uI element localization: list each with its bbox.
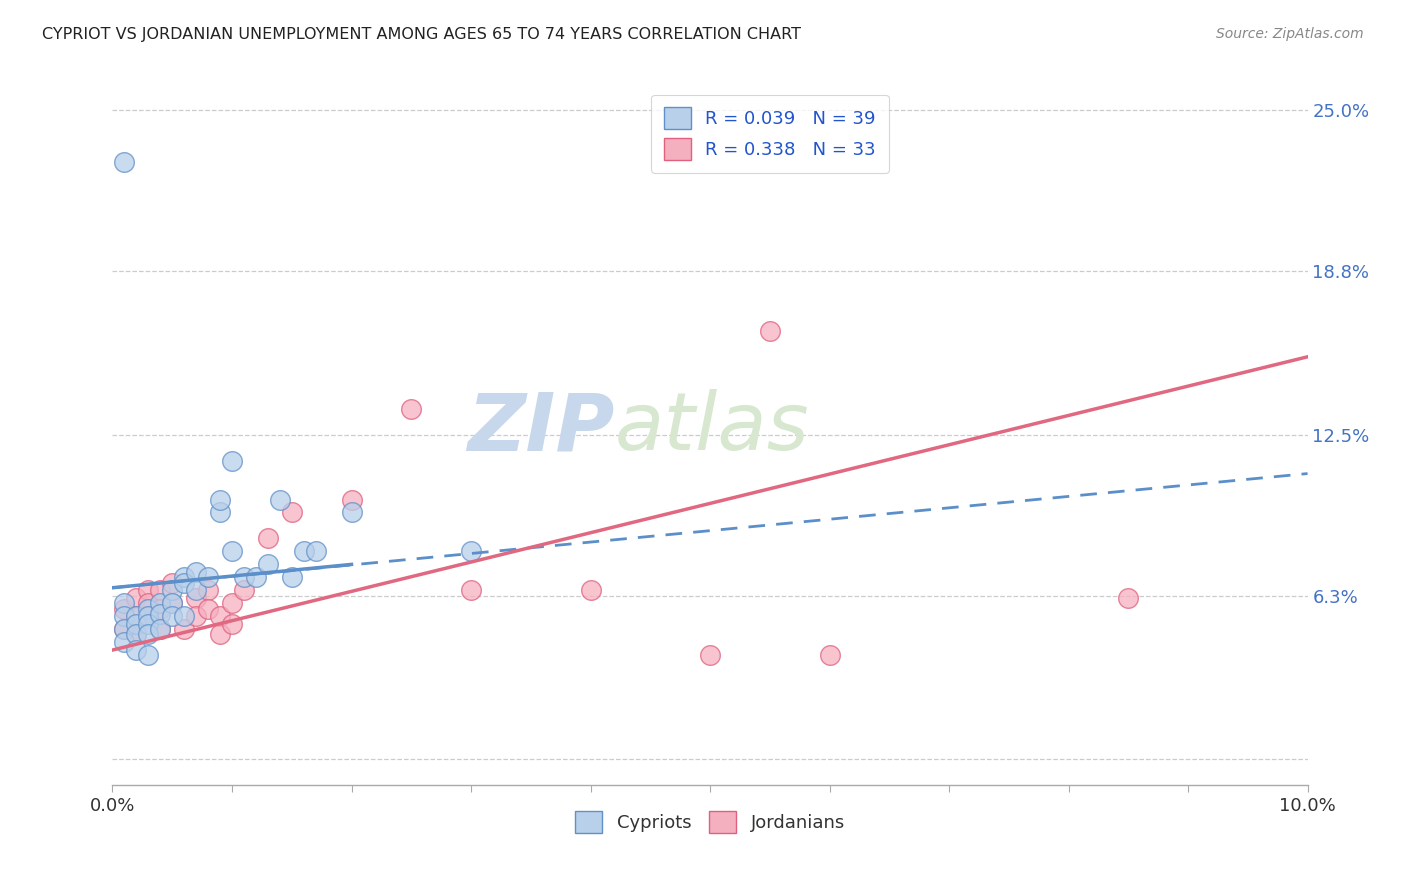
Point [209,506,232,520]
Point [138,627,160,641]
Point [125,609,148,624]
Point [269,492,291,507]
Point [173,622,195,636]
Point [162,575,183,590]
Point [221,617,243,632]
Point [186,609,208,624]
Point [125,627,148,641]
Point [125,617,148,632]
Point [186,565,208,579]
Point [149,607,172,621]
Point [114,609,135,624]
Point [138,583,160,598]
Point [114,635,135,649]
Point [340,492,363,507]
Point [460,544,482,558]
Point [162,596,183,610]
Point [125,643,148,657]
Point [138,601,160,615]
Point [138,617,160,632]
Point [209,627,232,641]
Point [221,596,243,610]
Point [1118,591,1140,606]
Point [186,591,208,606]
Point [401,401,423,416]
Point [149,596,172,610]
Point [818,648,841,663]
Point [114,622,135,636]
Text: CYPRIOT VS JORDANIAN UNEMPLOYMENT AMONG AGES 65 TO 74 YEARS CORRELATION CHART: CYPRIOT VS JORDANIAN UNEMPLOYMENT AMONG … [42,27,801,42]
Point [114,596,135,610]
Point [125,627,148,641]
Point [149,583,172,598]
Point [162,583,183,598]
Text: Source: ZipAtlas.com: Source: ZipAtlas.com [1216,27,1364,41]
Point [292,544,315,558]
Point [197,601,219,615]
Point [305,544,328,558]
Point [257,532,280,546]
Point [114,155,135,169]
Point [759,324,782,338]
Point [281,570,304,584]
Text: ZIP: ZIP [467,389,614,467]
Point [138,596,160,610]
Point [173,609,195,624]
Point [138,648,160,663]
Point [340,506,363,520]
Point [162,609,183,624]
Point [114,622,135,636]
Point [114,601,135,615]
Point [149,622,172,636]
Point [579,583,602,598]
Point [699,648,721,663]
Point [233,570,256,584]
Point [173,570,195,584]
Point [221,453,243,467]
Point [162,596,183,610]
Point [149,622,172,636]
Point [233,583,256,598]
Point [197,570,219,584]
Point [186,583,208,598]
Point [138,609,160,624]
Point [197,583,219,598]
Legend: Cypriots, Jordanians: Cypriots, Jordanians [568,804,852,840]
Point [460,583,482,598]
Point [209,492,232,507]
Point [138,609,160,624]
Point [149,601,172,615]
Point [221,544,243,558]
Point [125,591,148,606]
Point [209,609,232,624]
Text: atlas: atlas [614,389,810,467]
Point [173,575,195,590]
Point [281,506,304,520]
Point [257,558,280,572]
Point [125,609,148,624]
Point [245,570,267,584]
